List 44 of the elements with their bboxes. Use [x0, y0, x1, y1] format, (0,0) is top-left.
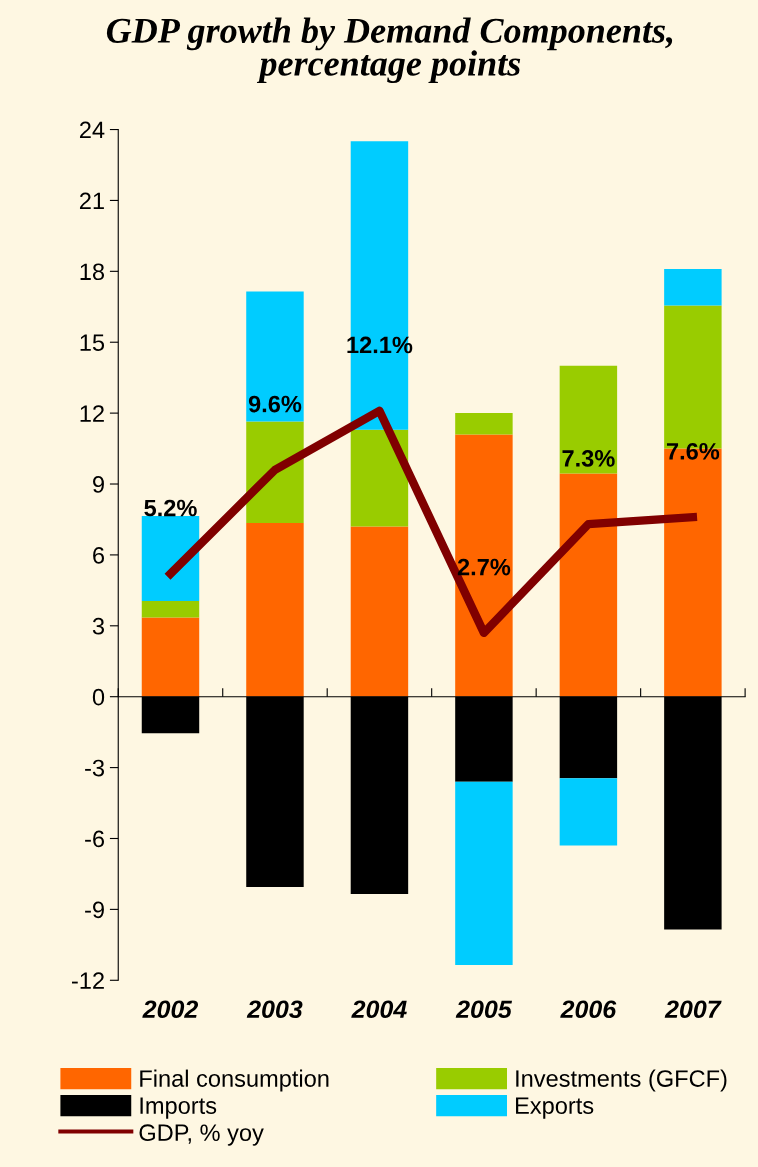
bar	[350, 526, 409, 697]
y-tick-label: 6	[93, 546, 105, 564]
x-tick-label: 2005	[455, 1000, 513, 1019]
y-tick-label: -9	[85, 901, 104, 919]
y-tick-label: 0	[92, 688, 105, 706]
bar	[455, 781, 513, 965]
x-tick-label: 2007	[664, 1000, 722, 1019]
y-tick-label: -12	[71, 972, 104, 989]
y-tick-label: -3	[85, 759, 105, 777]
bar	[141, 600, 200, 618]
y-tick-label: 12	[80, 405, 104, 422]
bar	[246, 291, 304, 422]
chart-title: GDP growth by Demand Components, percentage points	[106, 17, 673, 84]
data-label: 2.7%	[457, 558, 511, 576]
bar	[141, 515, 200, 601]
y-tick-label: 3	[92, 617, 105, 635]
y-tick-label: -6	[85, 830, 105, 848]
legend-label: Exports	[516, 1097, 594, 1119]
x-tick-label: 2006	[560, 1000, 617, 1019]
bar	[455, 434, 513, 697]
data-label: 7.3%	[562, 450, 615, 467]
data-label: 7.6%	[666, 442, 720, 460]
bar	[559, 778, 618, 846]
x-tick-label: 2004	[351, 1000, 407, 1019]
x-tick-label: 2002	[142, 1000, 199, 1019]
y-tick-label: 18	[80, 263, 105, 281]
y-tick-label: 9	[93, 476, 104, 493]
bar	[664, 268, 722, 306]
bar	[559, 365, 618, 474]
data-label: 5.2%	[144, 499, 197, 517]
bar	[246, 523, 304, 697]
y-tick-label: 21	[79, 192, 104, 209]
legend-label: Investments (GFCF)	[516, 1069, 727, 1092]
data-label: 9.6%	[248, 395, 302, 413]
bar	[559, 473, 618, 697]
bar	[350, 429, 409, 527]
legend-label: Final consumption	[140, 1069, 329, 1092]
legend-label: Imports	[140, 1097, 217, 1119]
legend-label: GDP, % yoy	[139, 1124, 264, 1146]
bar	[455, 413, 513, 435]
bar	[141, 617, 200, 697]
y-tick-label: 15	[80, 334, 105, 352]
y-tick-label: 24	[79, 121, 105, 139]
x-tick-label: 2003	[246, 1000, 303, 1019]
